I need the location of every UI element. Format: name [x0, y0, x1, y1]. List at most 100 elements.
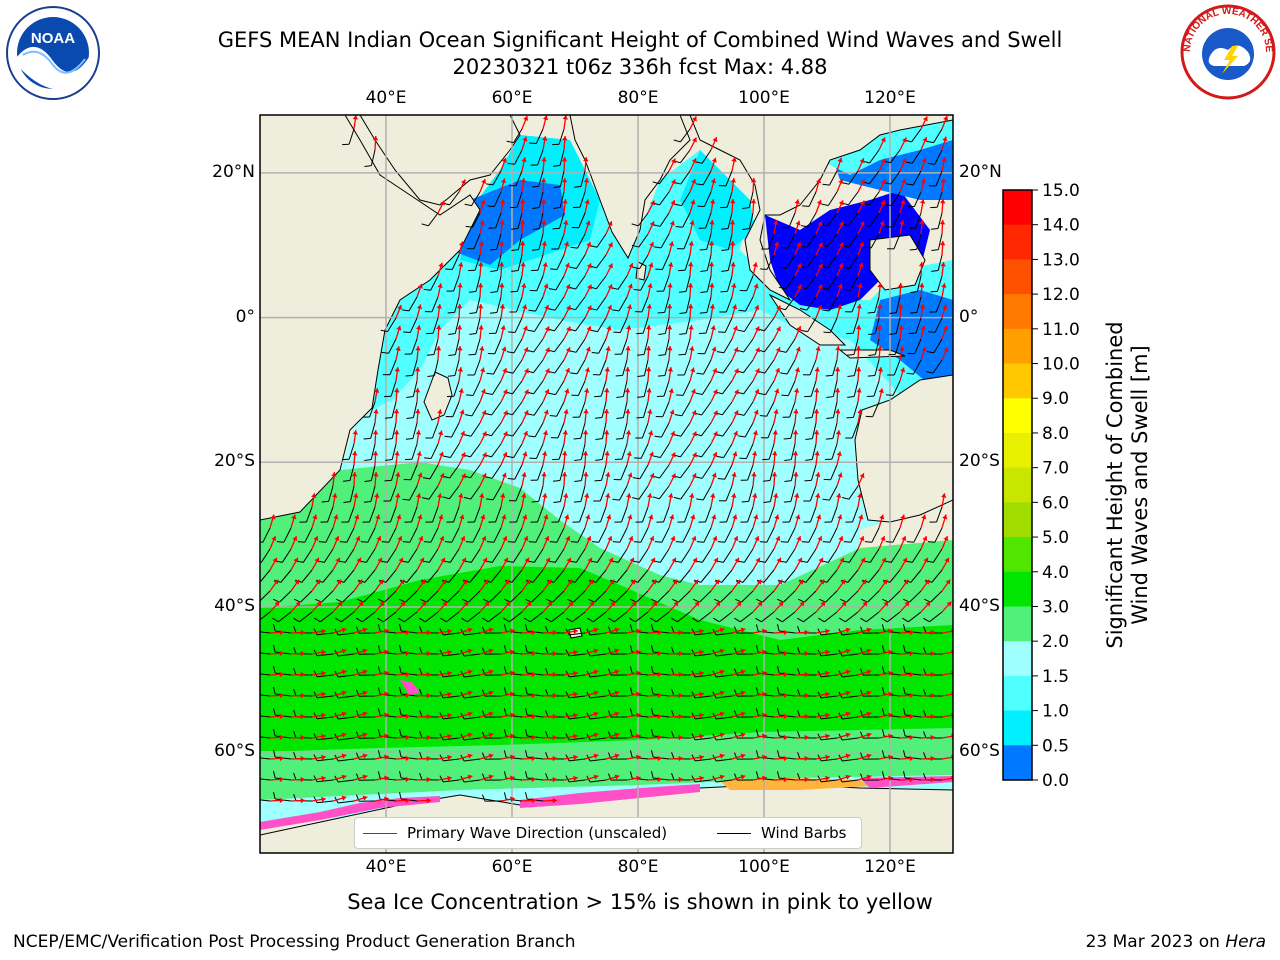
wind-barb [322, 569, 334, 583]
wind-barb-flag [616, 396, 624, 398]
wave-arrow-head [521, 472, 527, 477]
wind-barb [338, 737, 355, 741]
wind-barb [850, 527, 859, 543]
wind-barb-flag [525, 708, 528, 716]
wind-barb-flag [525, 771, 528, 779]
wind-barb [391, 443, 397, 460]
wave-arrow-head [480, 514, 486, 520]
wind-barb-flag [293, 710, 297, 717]
wind-barb-flag [591, 541, 599, 543]
wind-barb [593, 611, 607, 623]
wave-arrow-head [815, 493, 821, 498]
wave-direction-arrows [269, 115, 953, 804]
wave-arrow-head [628, 263, 634, 269]
wave-arrow-head [771, 472, 778, 477]
wind-barb-flag [482, 617, 489, 623]
wave-arrow-head [691, 178, 697, 184]
wave-arrow-head [878, 388, 884, 394]
wind-barb [767, 422, 775, 439]
wind-barb [554, 317, 565, 332]
wave-arrow-head [279, 671, 284, 678]
wind-barb [577, 233, 586, 249]
wind-barb [787, 527, 796, 543]
wave-arrow-head [362, 690, 368, 696]
wave-arrow-head [918, 262, 925, 267]
wave-arrow-head [374, 493, 380, 498]
wind-barb [449, 191, 460, 206]
wind-barb [535, 296, 544, 312]
wave-arrow-head [657, 650, 662, 657]
wave-arrow-head [481, 410, 487, 416]
wave-arrow-head [439, 536, 445, 542]
wind-barb-flag [321, 500, 329, 503]
wind-barb-flag [314, 617, 321, 623]
wave-arrow-head [543, 409, 549, 415]
wave-arrow-head [799, 601, 805, 607]
wave-arrow-head [817, 284, 823, 290]
wave-arrow-head [731, 157, 737, 162]
wave-arrow-head [605, 472, 611, 477]
wind-barb [874, 317, 880, 334]
wave-arrow-head [793, 472, 799, 477]
wave-arrow-head [341, 627, 347, 633]
wind-barb-flag [402, 498, 410, 501]
wave-arrow-head [836, 304, 843, 310]
wave-arrow-head [352, 115, 358, 120]
map-subtitle: 20230321 t06z 336h fcst Max: 4.88 [452, 55, 828, 79]
wind-barb [412, 422, 418, 439]
wave-arrow-head [649, 473, 655, 479]
colorbar-label: 14.0 [1042, 216, 1080, 236]
wind-barb [536, 275, 544, 291]
wind-barb [893, 233, 901, 250]
wind-barb-flag [469, 333, 477, 335]
wave-arrow-head [501, 514, 507, 520]
colorbar-segment [1003, 745, 1032, 781]
wind-barb-flag [553, 480, 561, 482]
wave-arrow-head [562, 136, 568, 141]
wind-barb [891, 191, 901, 206]
wave-arrow-head [731, 283, 737, 288]
wind-barb-flag [525, 729, 528, 737]
wind-barb-flag [398, 617, 405, 623]
lat-tick-right: 20°N [959, 161, 1002, 182]
wind-barb-flag [419, 617, 426, 623]
wave-arrow-head [730, 262, 736, 267]
wave-arrow-head [565, 367, 571, 373]
colorbar-segment [1003, 432, 1032, 469]
wave-arrow-head [564, 241, 570, 247]
wave-arrow-head [321, 649, 326, 656]
wave-arrow-head [900, 367, 906, 373]
wind-barb-flag [595, 459, 603, 461]
wind-barb [643, 380, 649, 397]
colorbar-segment [1003, 467, 1032, 503]
wind-barb-flag [422, 497, 430, 500]
wave-arrow-head [562, 115, 568, 120]
wave-arrow-head [754, 305, 760, 310]
wave-arrow-head [859, 179, 865, 185]
wind-barb-flag [780, 541, 788, 543]
wave-arrow-head [436, 325, 442, 330]
wave-arrow-head [480, 199, 486, 205]
wind-barb-flag [797, 773, 801, 781]
wave-arrow-head [567, 579, 573, 585]
wind-barb [594, 590, 607, 603]
wind-barb-flag [902, 624, 906, 632]
wave-arrow-head [838, 179, 844, 184]
wave-arrow-head [866, 774, 872, 780]
wave-arrow-head [457, 367, 464, 372]
wave-arrow-head [845, 669, 851, 675]
wind-barb-flag [548, 288, 557, 291]
wind-barb-flag [252, 687, 254, 694]
wind-barb-flag [763, 480, 771, 482]
wave-arrow-head [362, 669, 368, 675]
wind-barb [515, 170, 523, 186]
wave-arrow-head [879, 514, 885, 520]
wind-barb [554, 548, 565, 563]
wave-arrow-head [300, 755, 305, 762]
wave-arrow-head [946, 601, 952, 607]
wind-barb-flag [884, 203, 892, 207]
wave-arrow-head [488, 669, 494, 675]
wind-barb-flag [503, 687, 507, 695]
wind-barb [431, 296, 439, 312]
wave-arrow-head [606, 514, 612, 520]
